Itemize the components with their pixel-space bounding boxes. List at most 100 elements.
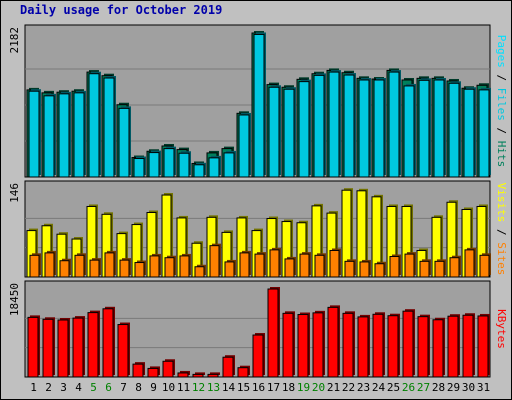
x-tick-label-day-31: 31: [477, 381, 490, 394]
x-tick-label-day-16: 16: [252, 381, 265, 394]
bar-files-day-16: [253, 33, 265, 178]
x-tick-label-day-22: 22: [342, 381, 355, 394]
bar-kbytes-day-6: [102, 308, 114, 378]
bar-sites-day-6: [104, 252, 115, 278]
bar-kbytes-day-7: [117, 324, 129, 378]
x-tick-label-day-28: 28: [432, 381, 445, 394]
bar-sites-day-31: [479, 254, 490, 278]
bar-files-day-1: [28, 90, 40, 178]
bar-kbytes-day-14: [222, 356, 234, 378]
bar-sites-day-16: [254, 253, 265, 278]
legend-separator: /: [495, 121, 508, 141]
bar-sites-day-2: [44, 252, 55, 278]
bar-sites-day-19: [299, 253, 310, 278]
y-max-label-visits-sites: 146: [8, 183, 21, 203]
bar-files-day-18: [283, 88, 295, 178]
bar-files-day-5: [88, 73, 100, 178]
bar-kbytes-day-22: [342, 312, 354, 378]
x-tick-label-day-24: 24: [372, 381, 386, 394]
bar-files-day-28: [433, 79, 445, 178]
bar-files-day-24: [373, 79, 385, 178]
bar-kbytes-day-12: [192, 373, 204, 378]
bar-files-day-13: [208, 157, 220, 178]
bar-sites-day-13: [209, 245, 220, 278]
bar-kbytes-day-31: [477, 315, 489, 378]
bar-sites-day-8: [134, 262, 145, 278]
bar-kbytes-day-21: [327, 306, 339, 378]
bar-kbytes-day-12-shadow: [195, 372, 205, 375]
legend-pages: Pages: [495, 35, 508, 68]
bar-files-day-31: [478, 89, 490, 178]
bar-sites-day-21: [329, 249, 340, 278]
bar-kbytes-day-13: [207, 373, 219, 378]
bar-files-day-7: [118, 107, 130, 178]
x-tick-label-day-4: 4: [75, 381, 82, 394]
bar-files-day-25: [388, 71, 400, 178]
bar-sites-day-1: [29, 254, 40, 278]
bar-sites-day-28: [434, 260, 445, 278]
legend-hits: Hits: [495, 141, 508, 168]
bar-files-day-4: [73, 92, 85, 178]
x-tick-label-day-14: 14: [222, 381, 236, 394]
legend-files: Files: [495, 88, 508, 121]
bar-files-day-12: [193, 164, 205, 178]
bar-sites-day-24: [374, 263, 385, 278]
x-tick-label-day-27: 27: [417, 381, 430, 394]
x-tick-label-day-17: 17: [267, 381, 280, 394]
chart-title: Daily usage for October 2019: [20, 3, 223, 17]
legend-separator: /: [495, 222, 508, 242]
x-tick-label-day-7: 7: [120, 381, 127, 394]
x-tick-label-day-23: 23: [357, 381, 370, 394]
bar-files-day-29: [448, 82, 460, 178]
legend-visits: Visits: [495, 183, 508, 223]
y-max-label-kbytes: 18450: [8, 283, 21, 316]
bar-sites-day-17: [269, 249, 280, 278]
bar-files-day-26: [403, 85, 415, 178]
bar-files-day-23: [358, 79, 370, 178]
bar-files-day-20: [313, 74, 325, 178]
bar-sites-day-10: [164, 257, 175, 278]
x-tick-label-day-5: 5: [90, 381, 97, 394]
x-tick-label-day-6: 6: [105, 381, 112, 394]
x-tick-label-day-20: 20: [312, 381, 325, 394]
bar-kbytes-day-27: [417, 316, 429, 378]
bar-kbytes-day-18: [282, 312, 294, 378]
bar-kbytes-day-2: [42, 318, 54, 378]
legend-sites: Sites: [495, 242, 508, 275]
bar-kbytes-day-17: [267, 288, 279, 378]
x-tick-label-day-10: 10: [162, 381, 175, 394]
bar-kbytes-day-1: [27, 316, 39, 378]
bar-sites-day-5: [89, 259, 100, 278]
x-tick-label-day-25: 25: [387, 381, 400, 394]
bar-kbytes-day-25: [387, 315, 399, 378]
bar-sites-day-4: [74, 254, 85, 278]
bar-sites-day-11: [179, 255, 190, 278]
legend-visits-sites: Visits / Sites: [495, 183, 508, 276]
bar-sites-day-20: [314, 254, 325, 278]
x-tick-label-day-12: 12: [192, 381, 205, 394]
y-max-label-hits-files-pages: 2182: [8, 27, 21, 54]
bar-kbytes-day-13-shadow: [210, 372, 220, 375]
bar-sites-day-9: [149, 255, 160, 278]
bar-files-day-17: [268, 86, 280, 178]
legend-hits-files-pages: Pages / Files / Hits: [495, 35, 508, 168]
bar-files-day-6: [103, 77, 115, 178]
x-tick-label-day-11: 11: [177, 381, 190, 394]
bar-files-day-22: [343, 74, 355, 178]
x-tick-label-day-21: 21: [327, 381, 340, 394]
bar-kbytes-day-29: [447, 315, 459, 378]
legend-separator: /: [495, 68, 508, 88]
bar-files-day-27: [418, 79, 430, 178]
bar-files-day-14: [223, 152, 235, 178]
bar-sites-day-25: [389, 256, 400, 278]
bar-files-day-21: [328, 71, 340, 178]
bar-kbytes-day-11: [177, 372, 189, 378]
bar-kbytes-day-5: [87, 312, 99, 378]
bar-files-day-8: [133, 158, 145, 178]
x-tick-label-day-19: 19: [297, 381, 310, 394]
bar-files-day-10: [163, 148, 175, 178]
x-tick-label-day-26: 26: [402, 381, 415, 394]
bar-kbytes-day-4: [72, 317, 84, 378]
x-tick-label-day-8: 8: [135, 381, 142, 394]
